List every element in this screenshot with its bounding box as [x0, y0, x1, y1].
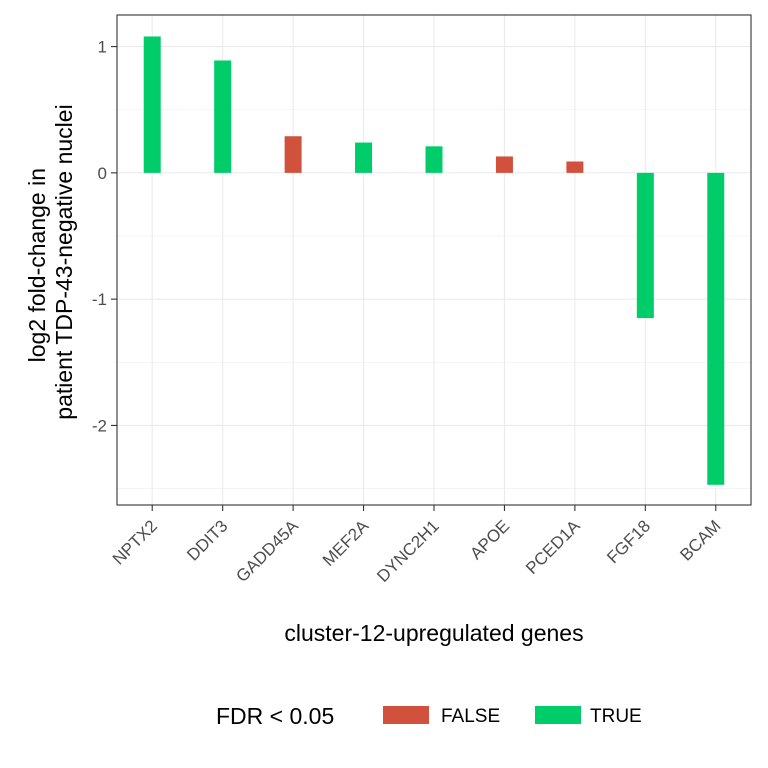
y-axis: 1 0 -1 -2	[92, 38, 117, 435]
bar-bcam	[707, 172, 725, 485]
bar-gadd45a	[284, 136, 302, 173]
legend-swatch-true	[535, 706, 581, 724]
bar-nptx2	[143, 36, 161, 173]
x-axis-title: cluster-12-upregulated genes	[284, 620, 583, 646]
bar-mef2a	[355, 142, 373, 173]
y-tick-label: 0	[98, 164, 107, 183]
bar-apoe	[495, 156, 513, 173]
legend-label-false: FALSE	[441, 706, 500, 727]
y-tick-label: -1	[92, 290, 107, 309]
legend-swatch-false	[383, 706, 429, 724]
bar-ddit3	[214, 60, 232, 173]
y-axis-title-line-2: patient TDP-43-negative nuclei	[51, 104, 77, 419]
legend-label-true: TRUE	[590, 706, 642, 727]
y-tick-label: 1	[98, 38, 107, 57]
legend-title: FDR < 0.05	[216, 703, 334, 729]
bar-fgf18	[636, 172, 654, 319]
y-axis-title-line-1: log2 fold-change in	[24, 168, 50, 362]
bar-pced1a	[566, 161, 584, 173]
bars	[143, 36, 725, 485]
bar-dync2h1	[425, 146, 443, 173]
y-axis-title: log2 fold-change in patient TDP-43-negat…	[24, 104, 77, 419]
y-tick-label: -2	[92, 416, 107, 435]
legend: FDR < 0.05 FALSE TRUE	[216, 703, 642, 729]
